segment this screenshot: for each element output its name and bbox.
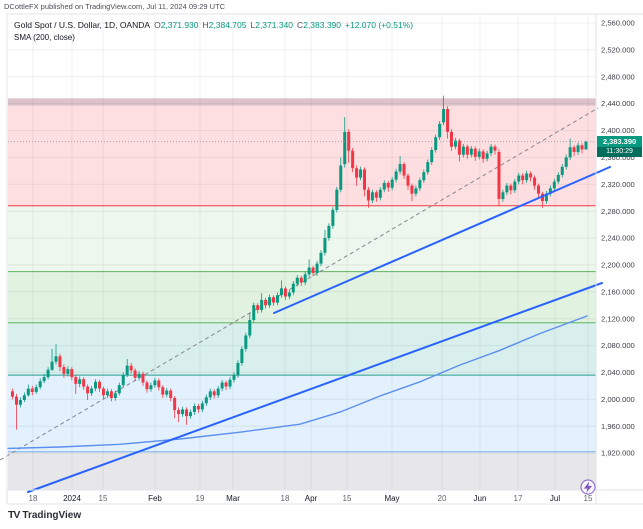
legend-row-symbol: Gold Spot / U.S. Dollar, 1D, OANDA O2,371… (14, 20, 413, 30)
indicator-legend-sma[interactable]: SMA (200, close) (14, 33, 75, 42)
svg-text:2,000.000: 2,000.000 (601, 395, 635, 404)
svg-text:20: 20 (438, 494, 447, 503)
ohlc-open-label: O (154, 20, 161, 30)
realtime-lightning-button[interactable] (580, 479, 596, 495)
svg-text:15: 15 (99, 494, 108, 503)
svg-text:2,240.000: 2,240.000 (601, 234, 635, 243)
symbol-legend: Gold Spot / U.S. Dollar, 1D, OANDA O2,371… (14, 20, 413, 42)
lightning-icon (583, 481, 593, 493)
svg-text:17: 17 (514, 494, 523, 503)
tradingview-logo-text: TradingView (22, 509, 82, 521)
svg-text:Mar: Mar (226, 494, 240, 503)
price-axis[interactable]: 2,560.000 2,520.000 2,480.000 2,440.000 2,40… (601, 19, 635, 458)
candles (11, 95, 588, 430)
svg-text:2,320.000: 2,320.000 (601, 180, 635, 189)
ohlc-high-value: 2,384.705 (208, 20, 247, 30)
ohlc-low-value: 2,371.340 (255, 20, 294, 30)
svg-text:18: 18 (29, 494, 38, 503)
time-axis[interactable]: 18 2024 15 Feb 19 Mar 18 Apr 15 May 20 Jun 17 Jul 15 (29, 494, 593, 503)
gridlines (8, 15, 596, 490)
bar-countdown: 11:30:29 (597, 147, 642, 157)
svg-text:Jun: Jun (474, 494, 487, 503)
svg-text:19: 19 (196, 494, 205, 503)
svg-text:15: 15 (343, 494, 352, 503)
ohlc-open-value: 2,371.930 (160, 20, 199, 30)
svg-text:1,920.000: 1,920.000 (601, 449, 635, 458)
svg-text:15: 15 (584, 494, 593, 503)
svg-text:May: May (384, 494, 399, 503)
last-price-badge: 2,383.390 11:30:29 (597, 136, 642, 157)
svg-text:2,280.000: 2,280.000 (601, 207, 635, 216)
dashed-channel-line (0, 107, 599, 461)
ascending-trendlines (27, 166, 611, 493)
svg-text:2,160.000: 2,160.000 (601, 287, 635, 296)
sma-200-line (7, 315, 588, 450)
ohlc-high-label: H (202, 20, 209, 30)
svg-text:2,480.000: 2,480.000 (601, 72, 635, 81)
svg-text:2,120.000: 2,120.000 (601, 314, 635, 323)
chart-frame-borders (6, 13, 643, 505)
svg-text:2,520.000: 2,520.000 (601, 46, 635, 55)
svg-text:18: 18 (281, 494, 290, 503)
ohlc-close-label: C (297, 20, 304, 30)
tradingview-logo-icon: TV (8, 509, 20, 521)
svg-text:2,560.000: 2,560.000 (601, 19, 635, 28)
svg-text:2,200.000: 2,200.000 (601, 261, 635, 270)
svg-text:2,440.000: 2,440.000 (601, 99, 635, 108)
tradingview-logo[interactable]: TV TradingView (8, 509, 81, 521)
attribution: DCottleFX published on TradingView.com, … (4, 2, 226, 11)
svg-text:2,040.000: 2,040.000 (601, 368, 635, 377)
svg-text:Jul: Jul (550, 494, 560, 503)
last-price-value: 2,383.390 (597, 136, 642, 147)
supply-demand-zones (8, 98, 596, 490)
svg-text:Apr: Apr (305, 494, 318, 503)
svg-text:2,360.000: 2,360.000 (601, 153, 635, 162)
symbol-title[interactable]: Gold Spot / U.S. Dollar, 1D, OANDA (14, 20, 151, 30)
svg-text:2,080.000: 2,080.000 (601, 341, 635, 350)
svg-text:2,400.000: 2,400.000 (601, 126, 635, 135)
ohlc-low-label: L (250, 20, 256, 30)
svg-text:1,960.000: 1,960.000 (601, 422, 635, 431)
ohlc-close-value: 2,383.390 (303, 20, 342, 30)
svg-text:2024: 2024 (63, 494, 81, 503)
change-value: +12.070 (+0.51%) (345, 20, 414, 30)
svg-text:Feb: Feb (148, 494, 162, 503)
